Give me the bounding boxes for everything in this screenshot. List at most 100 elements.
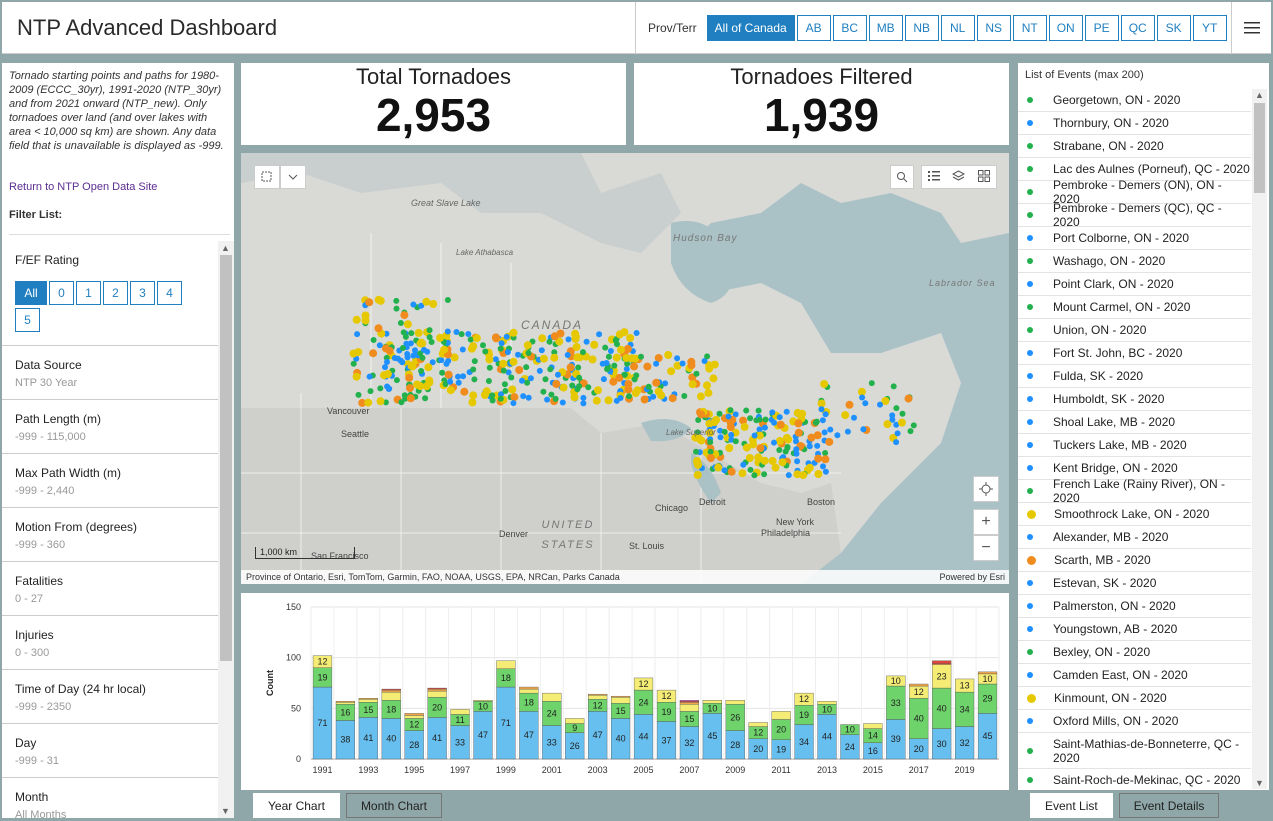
tornado-point[interactable]	[822, 411, 829, 418]
prov-button-bc[interactable]: BC	[832, 15, 867, 41]
tornado-point[interactable]	[640, 395, 649, 404]
tornado-point[interactable]	[538, 347, 545, 354]
tornado-point[interactable]	[539, 354, 548, 363]
tornado-point[interactable]	[546, 338, 553, 345]
tornado-point[interactable]	[705, 364, 714, 373]
tornado-point[interactable]	[771, 463, 780, 472]
list-item[interactable]: Kinmount, ON - 2020	[1018, 687, 1251, 710]
tornado-point[interactable]	[668, 394, 677, 403]
rating-button-2[interactable]: 2	[103, 281, 128, 305]
bar-segment[interactable]	[588, 694, 608, 700]
tornado-point[interactable]	[406, 394, 415, 403]
tornado-point[interactable]	[756, 426, 763, 433]
list-item[interactable]: Oxford Mills, ON - 2020	[1018, 710, 1251, 733]
tornado-point[interactable]	[542, 376, 549, 383]
tornado-point[interactable]	[768, 456, 777, 465]
scroll-thumb[interactable]	[220, 255, 232, 661]
tornado-point[interactable]	[612, 337, 619, 344]
rating-button-3[interactable]: 3	[130, 281, 155, 305]
tornado-point[interactable]	[638, 353, 644, 360]
tornado-point[interactable]	[820, 380, 829, 388]
list-item[interactable]: Union, ON - 2020	[1018, 319, 1251, 342]
tornado-point[interactable]	[778, 458, 787, 467]
tornado-point[interactable]	[429, 300, 438, 308]
list-item[interactable]: Camden East, ON - 2020	[1018, 664, 1251, 687]
list-item[interactable]: French Lake (Rainy River), ON - 2020	[1018, 477, 1251, 505]
tornado-point[interactable]	[503, 333, 510, 340]
prov-button-nb[interactable]: NB	[904, 15, 939, 41]
tornado-point[interactable]	[588, 355, 597, 364]
tornado-point[interactable]	[738, 469, 747, 478]
rating-button-5[interactable]: 5	[15, 308, 40, 332]
tornado-point[interactable]	[756, 444, 765, 453]
tornado-point[interactable]	[592, 396, 601, 405]
tornado-point[interactable]	[393, 305, 400, 312]
tornado-point[interactable]	[745, 454, 754, 462]
tornado-point[interactable]	[515, 351, 521, 358]
filter-time-of-day-24-hr-local[interactable]: Time of Day (24 hr local) -999 - 2350	[2, 670, 218, 724]
list-item[interactable]: Saint-Mathias-de-Bonneterre, QC - 2020	[1018, 733, 1251, 769]
tornado-point[interactable]	[498, 391, 504, 398]
tornado-point[interactable]	[361, 316, 370, 325]
tornado-point[interactable]	[611, 362, 618, 369]
tornado-point[interactable]	[771, 419, 778, 426]
ntp-open-data-link[interactable]: Return to NTP Open Data Site	[9, 181, 158, 193]
tornado-point[interactable]	[890, 383, 897, 390]
list-item[interactable]: Fulda, SK - 2020	[1018, 365, 1251, 388]
tornado-point[interactable]	[721, 467, 728, 474]
tornado-point[interactable]	[740, 461, 747, 468]
tornado-point[interactable]	[693, 370, 700, 377]
tornado-point[interactable]	[694, 460, 703, 469]
tornado-point[interactable]	[555, 337, 564, 346]
tornado-point[interactable]	[814, 442, 821, 449]
tornado-point[interactable]	[497, 395, 504, 402]
tornado-point[interactable]	[705, 428, 714, 437]
tornado-point[interactable]	[761, 471, 768, 478]
tornado-point[interactable]	[377, 385, 384, 392]
tornado-point[interactable]	[755, 407, 762, 414]
tornado-point[interactable]	[505, 369, 512, 376]
tornado-point[interactable]	[657, 391, 666, 400]
tornado-point[interactable]	[881, 397, 890, 405]
tornado-point[interactable]	[603, 360, 610, 366]
filter-fatalities[interactable]: Fatalities 0 - 27	[2, 562, 218, 616]
tornado-point[interactable]	[365, 298, 374, 307]
tornado-point[interactable]	[515, 366, 524, 374]
tornado-point[interactable]	[747, 415, 754, 422]
tornado-point[interactable]	[617, 345, 625, 354]
tornado-point[interactable]	[805, 463, 814, 472]
tornado-point[interactable]	[747, 466, 754, 473]
prov-button-pe[interactable]: PE	[1084, 15, 1119, 41]
tornado-point[interactable]	[502, 388, 509, 394]
bar-segment[interactable]	[840, 724, 860, 735]
tornado-point[interactable]	[469, 391, 478, 400]
prov-button-nt[interactable]: NT	[1012, 15, 1047, 41]
tornado-point[interactable]	[385, 386, 392, 392]
tornado-point[interactable]	[576, 383, 583, 390]
tornado-point[interactable]	[564, 352, 571, 358]
tornado-point[interactable]	[624, 380, 633, 388]
tornado-point[interactable]	[654, 354, 663, 362]
tornado-point[interactable]	[751, 432, 758, 439]
tornado-point[interactable]	[776, 420, 785, 429]
tornado-point[interactable]	[374, 324, 383, 333]
tornado-point[interactable]	[458, 331, 465, 338]
tornado-point[interactable]	[447, 378, 454, 385]
tornado-point[interactable]	[821, 455, 830, 464]
tornado-point[interactable]	[633, 330, 640, 336]
tornado-point[interactable]	[664, 351, 673, 359]
tornado-point[interactable]	[559, 399, 566, 406]
tornado-point[interactable]	[444, 297, 451, 303]
tornado-point[interactable]	[370, 337, 377, 343]
tornado-point[interactable]	[704, 388, 713, 397]
tornado-point[interactable]	[416, 339, 425, 348]
tornado-point[interactable]	[444, 328, 451, 335]
tornado-point[interactable]	[814, 454, 823, 463]
tornado-point[interactable]	[556, 329, 565, 338]
tornado-point[interactable]	[617, 395, 624, 401]
rating-button-0[interactable]: 0	[49, 281, 74, 305]
bar-segment[interactable]	[794, 692, 814, 706]
tornado-point[interactable]	[709, 374, 718, 383]
tornado-point[interactable]	[813, 418, 820, 425]
bar-segment[interactable]	[427, 687, 447, 690]
